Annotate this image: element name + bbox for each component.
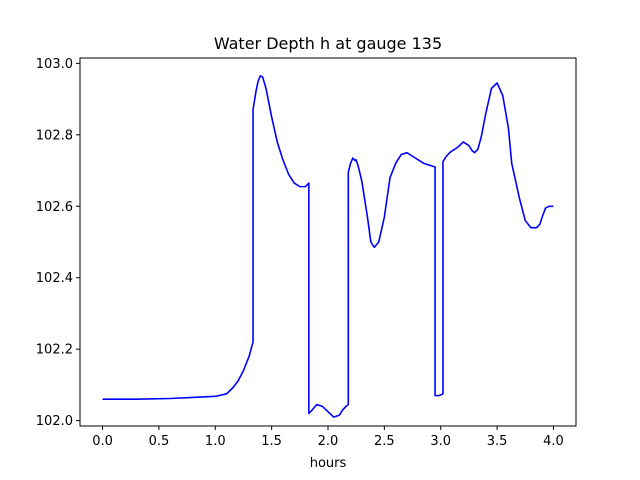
x-tick-label: 4.0	[543, 434, 564, 449]
plot-area: 0.0 0.5 1.0 1.5 2.0 2.5 3.0 3.5 4.0 102.0 102.2 102…	[36, 57, 577, 449]
x-tick-label: 1.5	[261, 434, 282, 449]
y-tick-label: 102.8	[36, 128, 73, 143]
y-tick-label: 102.6	[36, 200, 73, 215]
x-tick-label: 2.0	[318, 434, 339, 449]
y-tick-label: 102.2	[36, 343, 73, 358]
y-tick-label: 103.0	[36, 57, 73, 72]
x-tick-label: 1.0	[205, 434, 226, 449]
x-tick-label: 0.0	[92, 434, 113, 449]
x-axis-label: hours	[310, 456, 347, 471]
y-tick-label: 102.0	[36, 414, 73, 429]
x-tick-label: 3.5	[487, 434, 508, 449]
x-tick-label: 2.5	[374, 434, 395, 449]
data-series-line-0	[102, 75, 554, 418]
chart-title: Water Depth h at gauge 135	[214, 34, 442, 53]
x-tick-label: 0.5	[149, 434, 170, 449]
x-tick-label: 3.0	[430, 434, 451, 449]
y-tick-label: 102.4	[36, 271, 73, 286]
